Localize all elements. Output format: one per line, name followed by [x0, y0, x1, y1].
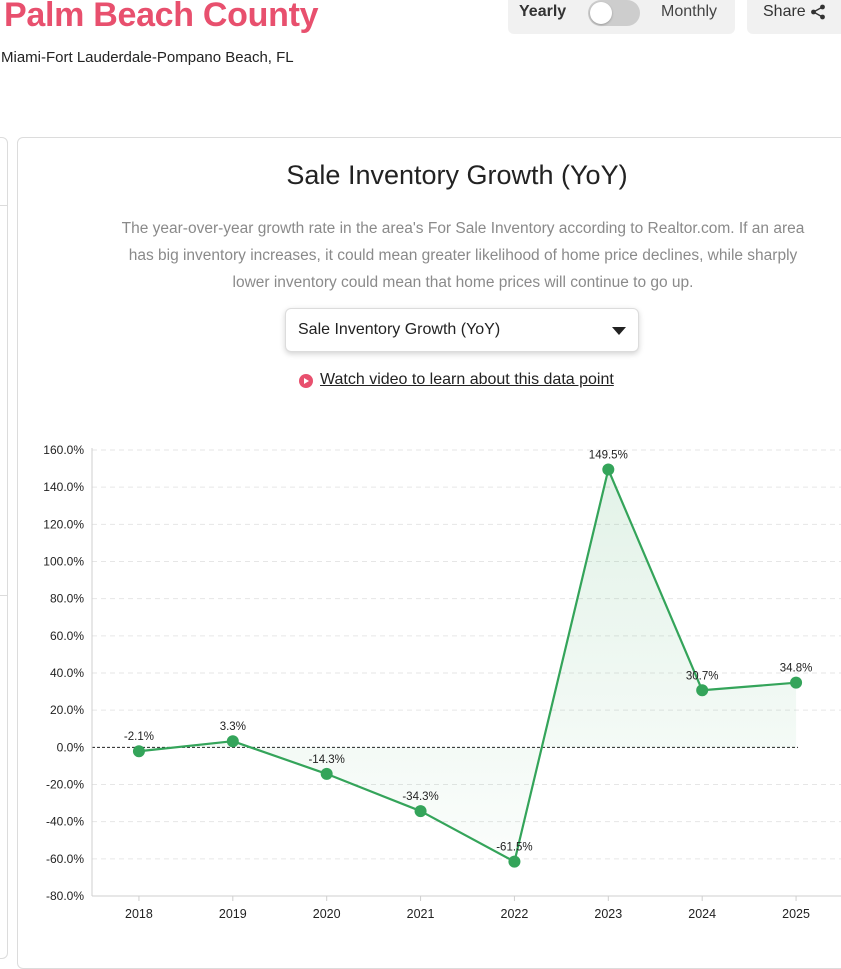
data-point	[414, 805, 427, 818]
x-tick-label: 2019	[219, 907, 247, 921]
series-area	[138, 469, 797, 862]
y-tick-label: 60.0%	[50, 629, 84, 643]
toggle-monthly-label[interactable]: Monthly	[661, 3, 718, 20]
series-line	[138, 468, 797, 863]
data-label: -34.3%	[402, 791, 438, 803]
data-point	[602, 463, 615, 476]
y-tick-label: -40.0%	[46, 815, 84, 829]
y-tick-label: 120.0%	[43, 517, 84, 531]
y-tick-label: 20.0%	[50, 703, 84, 717]
data-label: -61.5%	[496, 842, 532, 854]
data-label: 3.3%	[220, 721, 246, 733]
data-point	[320, 767, 333, 780]
metric-select-value: Sale Inventory Growth (YoY)	[298, 321, 501, 338]
data-label: -14.3%	[308, 754, 344, 766]
divider	[0, 595, 7, 596]
period-toggle: Yearly Monthly	[508, 0, 735, 34]
y-tick-label: -20.0%	[46, 778, 84, 792]
play-icon	[299, 374, 313, 388]
y-tick-label: 100.0%	[43, 555, 84, 569]
x-tick-label: 2018	[125, 907, 153, 921]
chart-title: Sale Inventory Growth (YoY)	[286, 160, 628, 190]
y-tick-label: 160.0%	[43, 443, 84, 457]
x-tick-label: 2021	[407, 907, 435, 921]
data-point	[790, 676, 803, 689]
x-tick-label: 2025	[782, 907, 810, 921]
x-tick-label: 2023	[594, 907, 622, 921]
y-tick-label: -80.0%	[46, 889, 84, 903]
toggle-yearly-label[interactable]: Yearly	[519, 3, 567, 20]
share-button[interactable]: Share	[747, 0, 841, 34]
x-tick-label: 2022	[501, 907, 529, 921]
data-point	[132, 745, 145, 758]
share-icon	[811, 4, 825, 20]
data-point	[508, 855, 521, 868]
page-subtitle: Miami-Fort Lauderdale-Pompano Beach, FL	[1, 49, 294, 66]
page-title: Palm Beach County	[4, 0, 319, 34]
x-tick-label: 2020	[313, 907, 341, 921]
data-point	[696, 684, 709, 697]
share-label: Share	[763, 3, 806, 20]
divider	[0, 205, 7, 206]
watch-video-label: Watch video to learn about this data poi…	[320, 371, 614, 388]
y-tick-label: 0.0%	[57, 740, 85, 754]
y-tick-label: -60.0%	[46, 852, 84, 866]
data-label: 149.5%	[589, 450, 628, 462]
line-chart: -2.1% 3.3% -14.3% -34.3% -61.5% 149.5% 30.7% 34…	[43, 443, 841, 921]
x-tick-label: 2024	[688, 907, 716, 921]
metric-select[interactable]: Sale Inventory Growth (YoY)	[285, 308, 639, 352]
data-label: 34.8%	[780, 663, 813, 675]
y-tick-label: 40.0%	[50, 666, 84, 680]
y-tick-label: 140.0%	[43, 480, 84, 494]
chart-description: The year-over-year growth rate in the ar…	[121, 220, 805, 291]
chart-card	[17, 137, 841, 969]
data-label: 30.7%	[686, 670, 719, 682]
data-label: -2.1%	[124, 731, 154, 743]
period-switch[interactable]	[588, 0, 640, 26]
caret-down-icon	[612, 327, 626, 335]
y-tick-label: 80.0%	[50, 592, 84, 606]
data-point	[226, 735, 239, 748]
switch-knob	[590, 2, 612, 24]
